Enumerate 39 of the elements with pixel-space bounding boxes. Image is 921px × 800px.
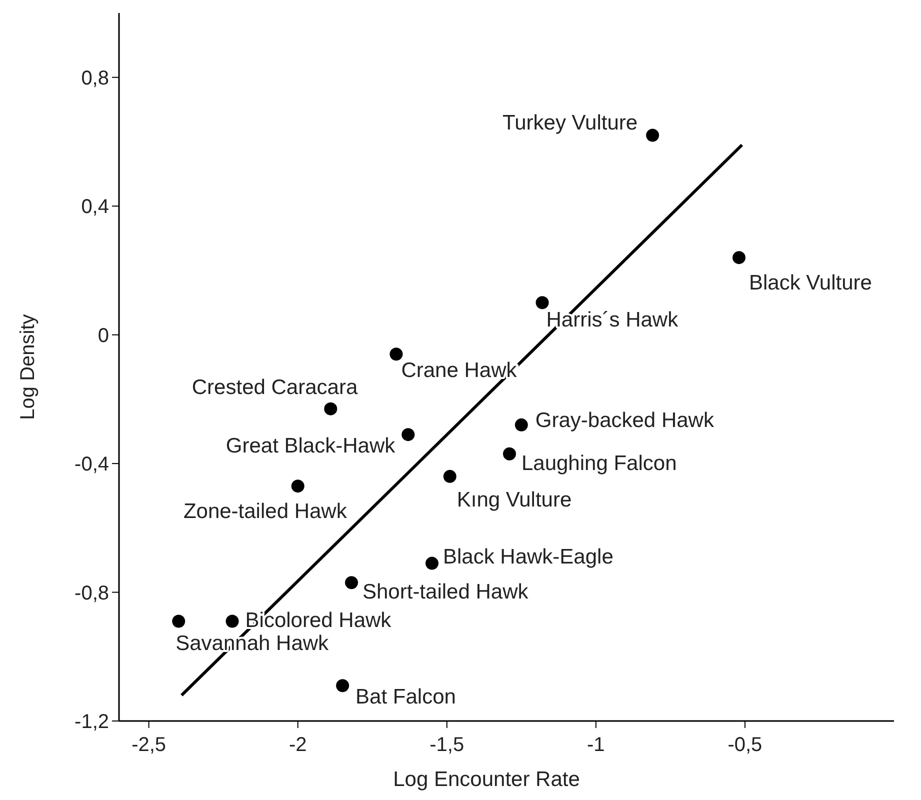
annotation: Zone-tailed Hawk: [183, 500, 348, 524]
point: [536, 296, 549, 310]
x-tick-label: -2,5: [132, 734, 166, 756]
x-axis-title: Log Encounter Rate: [393, 768, 580, 791]
annotation: Kıng Vulture: [456, 488, 572, 512]
annotation: Bat Falcon: [356, 686, 456, 709]
point: [732, 251, 746, 264]
x-tick-label: -2: [288, 734, 307, 756]
annotation: Gray-backed Hawk: [535, 408, 714, 432]
y-tick-label: 0: [98, 324, 109, 347]
annotation: Turkey Vulture: [502, 111, 638, 134]
y-tick-label: -1,2: [74, 711, 109, 733]
annotation: Short-tailed Hawk: [362, 580, 529, 604]
point: [443, 470, 456, 483]
point: [226, 614, 239, 628]
point: [390, 348, 403, 361]
annotation: Laughing Falcon: [521, 452, 677, 475]
point: [646, 128, 660, 142]
y-tick-label: -0,4: [74, 454, 109, 476]
point: [345, 576, 358, 590]
point: [336, 679, 350, 692]
point: [402, 428, 415, 442]
y-tick-label: 0,8: [81, 67, 109, 90]
annotation: Black Vulture: [749, 272, 872, 295]
point: [425, 556, 438, 570]
annotation: Black Hawk-Eagle: [442, 545, 614, 568]
point: [172, 614, 186, 628]
annotation: Crested Caracara: [192, 376, 358, 399]
x-tick-label: -0,5: [728, 734, 762, 756]
point: [502, 447, 516, 460]
x-tick-label: -1,5: [430, 734, 464, 756]
point: [324, 402, 338, 416]
point: [291, 480, 304, 493]
y-tick-label: -0,8: [74, 582, 109, 604]
y-tick-label: 0,4: [81, 196, 109, 218]
y-axis-title: Log Density: [17, 314, 39, 420]
point: [514, 418, 528, 432]
annotation: Great Black-Hawk: [226, 434, 396, 458]
x-tick-label: -1: [587, 734, 605, 756]
